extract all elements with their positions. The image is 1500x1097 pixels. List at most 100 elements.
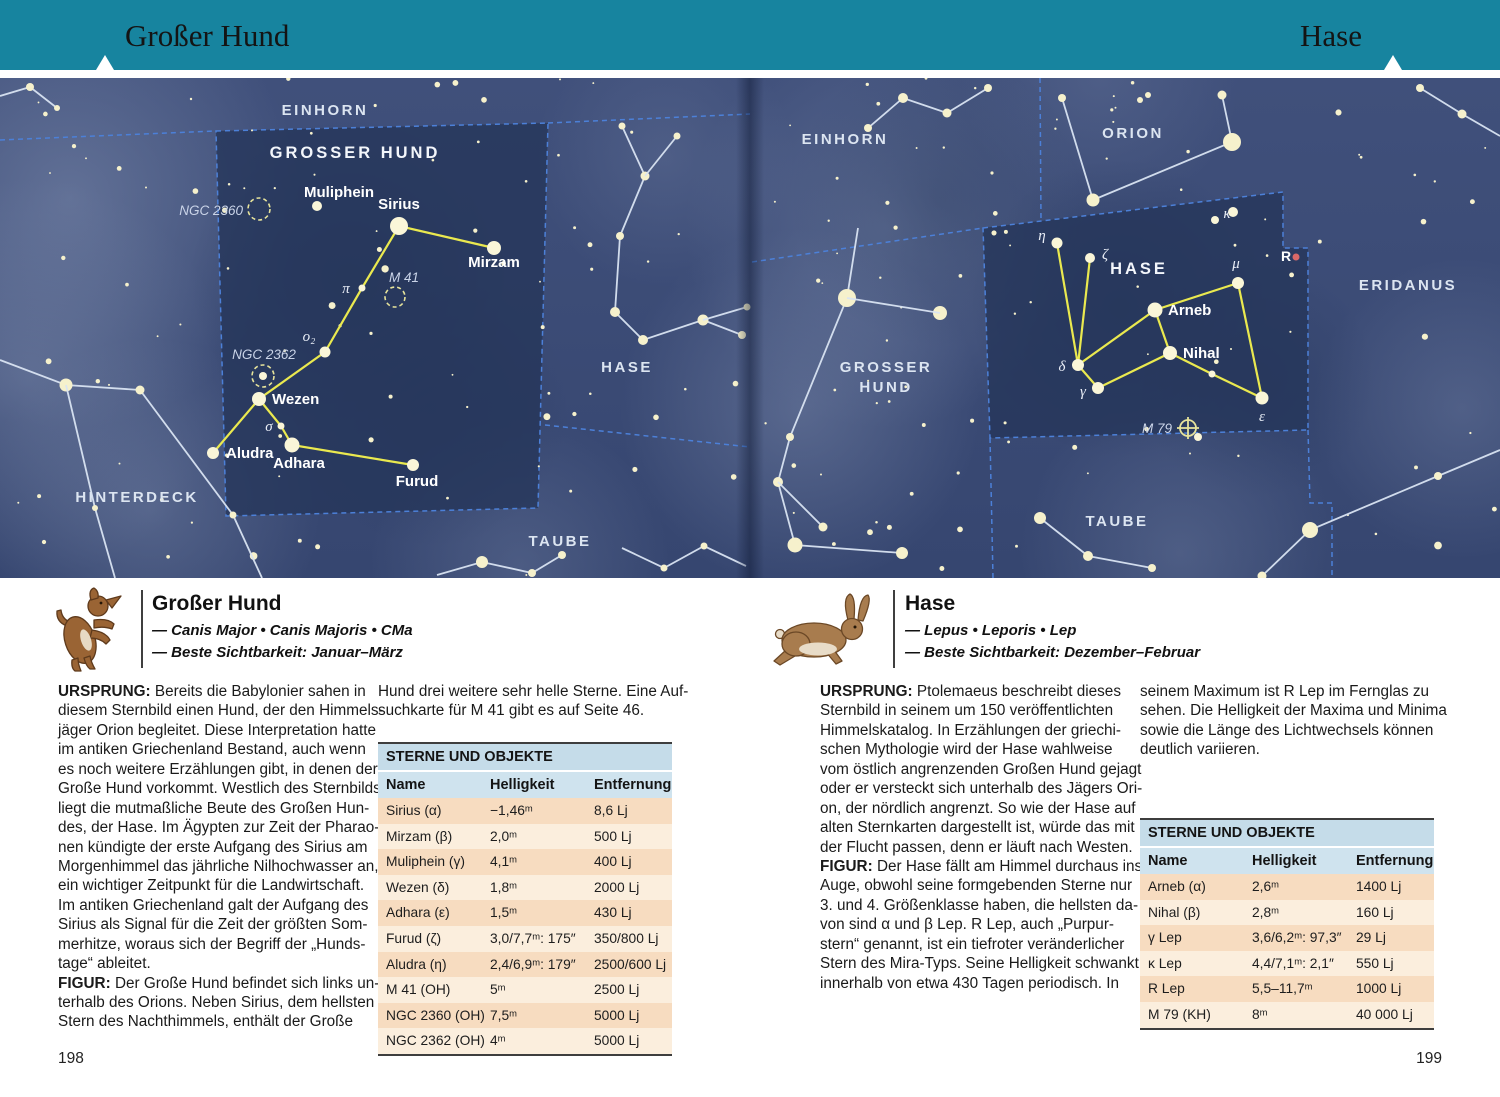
star [898,93,908,103]
deep-sky-object-marker [247,197,271,221]
background-star [1015,544,1018,548]
constellation-line [846,297,941,314]
background-star [915,147,918,149]
chart-label: EINHORN [282,102,369,119]
star [1223,133,1241,151]
chart-label: GROSSER HUND [270,144,441,162]
named-star [1255,391,1269,405]
background-star [1289,272,1295,278]
background-star [819,473,823,476]
background-star [821,282,824,284]
named-star [1051,237,1063,249]
chart-label: HUND [859,379,912,396]
star [558,551,566,559]
chart-label: R [1281,248,1291,264]
star [818,522,828,532]
background-star [144,186,148,189]
chart-label: HINTERDECK [75,489,198,506]
background-star [1013,312,1017,315]
chart-label: M 41 [389,270,419,285]
star [1083,551,1093,561]
chart-label: Furud [396,473,439,490]
background-star [226,267,230,270]
star [984,84,992,92]
background-star [1179,188,1183,191]
background-star [867,529,873,536]
background-star [885,200,890,205]
chart-label: ORION [1102,125,1164,142]
star [1058,94,1066,102]
background-star [1434,541,1442,550]
chart-label: σ [265,419,273,435]
deep-sky-object-marker [251,364,275,388]
constellation-line-featured [1153,309,1172,354]
background-star [283,349,287,352]
background-star [1237,454,1240,458]
background-star [827,219,830,222]
background-star [434,81,441,88]
background-star [921,423,926,427]
star [92,505,98,511]
background-star [1072,444,1078,450]
background-star [61,255,66,261]
star [135,385,145,395]
chart-label: π [342,281,350,297]
star [476,556,488,568]
star [528,569,536,577]
background-star [764,422,767,425]
background-star [1233,243,1237,247]
star [1034,512,1046,524]
table-row: Sirius (α) −1,46ᵐ 8,6 Lj [378,798,672,824]
background-star [159,497,164,502]
background-star [677,232,680,236]
background-star [1469,199,1475,205]
hare-illustration [773,593,870,666]
background-star [646,260,650,263]
table-row: Adhara (ε) 1,5ᵐ 430 Lj [378,900,672,926]
background-star [315,544,321,550]
background-star [116,165,122,171]
heading-divider [893,590,895,668]
background-star [632,466,638,472]
background-star [1003,229,1008,234]
background-star [1358,153,1361,156]
background-star [956,471,960,475]
page-number-right: 199 [1416,1050,1442,1067]
named-star [358,284,366,292]
named-star [1085,253,1095,263]
page-header-band [0,0,1500,70]
star [1257,571,1267,578]
background-star [328,302,336,310]
background-star [589,392,592,396]
stars-and-objects-table: STERNE UND OBJEKTE Name Helligkeit Entfernu… [378,742,672,1056]
background-star [1105,157,1108,160]
left-page-title: Großer Hund [125,18,290,53]
star [1137,97,1143,103]
background-star [225,453,229,458]
background-star [273,186,276,190]
constellation-line [1261,449,1500,577]
background-star [833,388,837,392]
background-star [1229,347,1233,351]
background-star [369,331,373,336]
background-star [43,111,48,117]
background-star [190,521,193,524]
background-star [942,146,945,149]
body-text-column: Hund drei weitere sehr helle Sterne. Ein… [378,683,689,720]
chart-label: δ [1059,359,1067,375]
background-star [865,82,869,87]
background-star [792,511,795,514]
background-star [630,130,634,134]
constellation-boundary-region [215,122,549,517]
table-title: STERNE UND OBJEKTE [1140,820,1434,846]
chart-label: EINHORN [802,131,889,148]
background-star [773,200,776,203]
right-header-notch [1384,55,1402,70]
constellation-line [777,227,903,554]
named-star [312,201,322,211]
named-star [1208,370,1216,378]
background-star [1413,173,1417,177]
constellation-border [1307,429,1333,578]
background-star [835,176,839,180]
constellation-border [544,424,751,448]
